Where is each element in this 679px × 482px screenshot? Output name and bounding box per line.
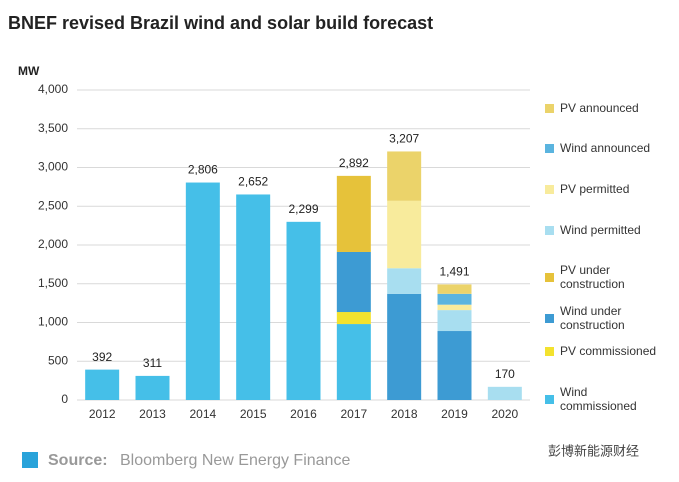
legend-label: Wind commissioned bbox=[560, 385, 637, 413]
x-tick-label: 2013 bbox=[139, 407, 166, 421]
bar-segment bbox=[437, 293, 472, 305]
bar-segment bbox=[487, 386, 522, 400]
legend-swatch bbox=[545, 184, 554, 194]
y-tick-label: 1,500 bbox=[38, 276, 68, 290]
bar-segment bbox=[185, 182, 220, 400]
y-axis-label: MW bbox=[18, 64, 40, 78]
legend-label: PV permitted bbox=[560, 182, 630, 196]
bar-segment bbox=[437, 331, 472, 400]
x-tick-label: 2017 bbox=[340, 407, 367, 421]
legend-label: Wind announced bbox=[560, 141, 651, 155]
legend-swatch bbox=[545, 346, 554, 356]
total-label: 1,491 bbox=[439, 265, 469, 279]
legend-label: PV commissioned bbox=[560, 344, 657, 358]
legend-swatch bbox=[545, 143, 554, 153]
bar-segment bbox=[387, 268, 422, 294]
legend-item: PV announced bbox=[545, 94, 663, 122]
source: Bloomberg New Energy Finance bbox=[120, 452, 350, 469]
bar-segment bbox=[336, 251, 371, 313]
legend-swatch bbox=[545, 313, 554, 323]
y-tick-label: 3,000 bbox=[38, 160, 68, 174]
legend-label: PV under construction bbox=[560, 263, 625, 291]
x-tick-label: 2020 bbox=[491, 407, 518, 421]
y-tick-label: 500 bbox=[48, 353, 68, 367]
legend-swatch bbox=[545, 103, 554, 113]
legend-item: PV permitted bbox=[545, 175, 663, 203]
legend-swatch bbox=[545, 394, 554, 404]
x-tick-label: 2015 bbox=[240, 407, 267, 421]
y-tick-label: 1,000 bbox=[38, 315, 68, 329]
bar-segment bbox=[437, 284, 472, 294]
total-label: 392 bbox=[92, 350, 112, 364]
bar-segment bbox=[437, 310, 472, 332]
legend-item: Wind announced bbox=[545, 134, 663, 162]
x-tick-label: 2012 bbox=[89, 407, 116, 421]
legend-swatch bbox=[545, 272, 554, 282]
y-tick-label: 0 bbox=[61, 392, 68, 406]
total-label: 2,652 bbox=[238, 175, 268, 189]
bar-segment bbox=[336, 175, 371, 252]
source-label: Source: bbox=[48, 452, 108, 469]
y-tick-label: 3,500 bbox=[38, 121, 68, 135]
y-tick-label: 2,500 bbox=[38, 198, 68, 212]
legend-item: Wind under construction bbox=[545, 304, 663, 332]
bar-segment bbox=[336, 312, 371, 325]
bar-segment bbox=[387, 200, 422, 269]
total-label: 2,892 bbox=[339, 156, 369, 170]
legend-label: Wind under construction bbox=[560, 304, 625, 332]
legend-swatch bbox=[545, 225, 554, 235]
y-tick-label: 4,000 bbox=[38, 82, 68, 96]
total-label: 170 bbox=[495, 367, 515, 381]
legend-item: Wind permitted bbox=[545, 216, 663, 244]
legend-item: Wind commissioned bbox=[545, 385, 663, 413]
x-tick-label: 2014 bbox=[189, 407, 216, 421]
legend-item: PV commissioned bbox=[545, 337, 663, 365]
bar-segment bbox=[236, 194, 271, 400]
total-label: 2,299 bbox=[288, 202, 318, 216]
total-label: 311 bbox=[143, 356, 162, 370]
legend-label: Wind permitted bbox=[560, 223, 641, 237]
bar-segment bbox=[135, 375, 170, 400]
total-label: 3,207 bbox=[389, 132, 419, 146]
x-tick-label: 2019 bbox=[441, 407, 468, 421]
bar-segment bbox=[286, 221, 321, 400]
watermark: 彭博新能源财经 bbox=[548, 443, 639, 458]
bar-segment bbox=[387, 151, 422, 201]
bar-segment bbox=[85, 369, 120, 400]
source-icon bbox=[22, 452, 38, 468]
bar-segment bbox=[336, 324, 371, 400]
y-tick-label: 2,000 bbox=[38, 237, 68, 251]
x-tick-label: 2016 bbox=[290, 407, 317, 421]
legend-label: PV announced bbox=[560, 101, 639, 115]
legend-item: PV under construction bbox=[545, 263, 663, 291]
x-tick-label: 2018 bbox=[391, 407, 418, 421]
chart-title: BNEF revised Brazil wind and solar build… bbox=[8, 13, 433, 33]
total-label: 2,806 bbox=[188, 163, 218, 177]
bar-segment bbox=[437, 304, 472, 311]
bar-segment bbox=[387, 293, 422, 400]
